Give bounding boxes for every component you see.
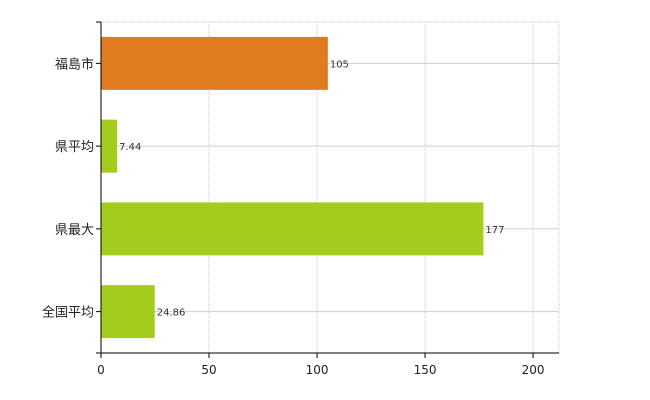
axes bbox=[96, 21, 559, 358]
category-label-2: 県最大 bbox=[55, 223, 94, 238]
x-tick-label-0: 0 bbox=[97, 363, 105, 377]
data-label-2: 177 bbox=[485, 225, 504, 236]
x-tick-label-1: 50 bbox=[201, 363, 216, 377]
bar-3 bbox=[101, 285, 155, 339]
category-label-0: 福島市 bbox=[55, 56, 94, 72]
bar-2 bbox=[101, 202, 484, 256]
data-label-0: 105 bbox=[330, 59, 349, 70]
category-label-3: 全国平均 bbox=[42, 305, 94, 321]
x-tick-label-4: 200 bbox=[522, 363, 545, 377]
x-tick-label-2: 100 bbox=[306, 363, 329, 377]
x-tick-label-3: 150 bbox=[414, 363, 437, 377]
bar-0 bbox=[101, 36, 328, 90]
data-label-3: 24.86 bbox=[157, 308, 186, 319]
bars bbox=[101, 36, 484, 339]
bar-1 bbox=[101, 119, 118, 173]
category-label-1: 県平均 bbox=[55, 140, 94, 155]
data-label-1: 7.44 bbox=[119, 142, 141, 153]
